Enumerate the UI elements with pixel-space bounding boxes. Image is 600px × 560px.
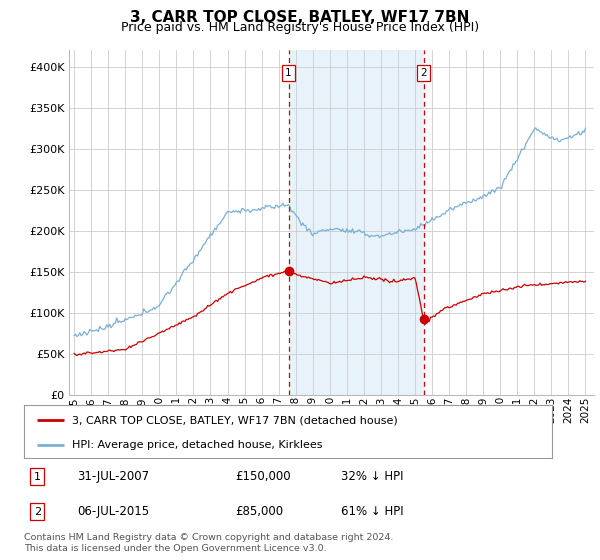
Text: HPI: Average price, detached house, Kirklees: HPI: Average price, detached house, Kirk… [71, 440, 322, 450]
Text: 2: 2 [421, 68, 427, 78]
Text: £150,000: £150,000 [235, 470, 291, 483]
Text: 06-JUL-2015: 06-JUL-2015 [77, 505, 149, 518]
Text: 3, CARR TOP CLOSE, BATLEY, WF17 7BN (detached house): 3, CARR TOP CLOSE, BATLEY, WF17 7BN (det… [71, 415, 397, 425]
Text: 1: 1 [285, 68, 292, 78]
Text: 1: 1 [34, 472, 41, 482]
Text: 31-JUL-2007: 31-JUL-2007 [77, 470, 149, 483]
Bar [289, 50, 424, 395]
Text: 32% ↓ HPI: 32% ↓ HPI [341, 470, 403, 483]
Text: Price paid vs. HM Land Registry's House Price Index (HPI): Price paid vs. HM Land Registry's House … [121, 21, 479, 34]
Text: 3, CARR TOP CLOSE, BATLEY, WF17 7BN: 3, CARR TOP CLOSE, BATLEY, WF17 7BN [130, 10, 470, 25]
Text: Contains HM Land Registry data © Crown copyright and database right 2024.
This d: Contains HM Land Registry data © Crown c… [24, 533, 394, 553]
Text: £85,000: £85,000 [235, 505, 283, 518]
Text: 61% ↓ HPI: 61% ↓ HPI [341, 505, 403, 518]
Text: 2: 2 [34, 507, 41, 517]
